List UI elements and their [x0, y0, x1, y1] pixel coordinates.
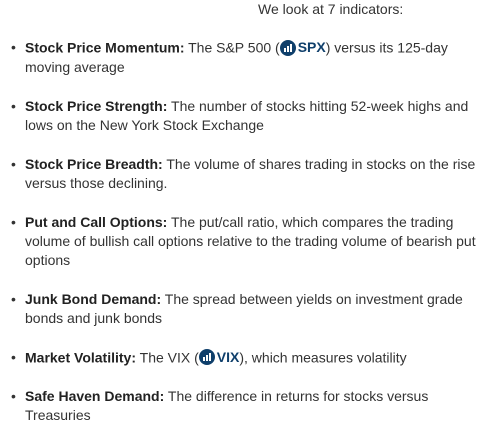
bullet: • [11, 388, 16, 404]
bullet: • [11, 155, 16, 172]
bullet: • [11, 97, 16, 114]
indicator-term: Junk Bond Demand: [25, 290, 162, 307]
indicator-description: The spread between yields on investment … [25, 290, 463, 326]
list-item-put-and-call-options: • Put and Call Options: The put/call rat… [0, 213, 485, 270]
indicators-intro: We look at 7 indicators: [258, 1, 404, 17]
indicator-term: Put and Call Options: [25, 213, 168, 230]
indicator-description: ), which measures volatility [239, 349, 407, 365]
ticker-symbol[interactable]: SPX [297, 39, 326, 55]
list-item-safe-haven-demand: • Safe Haven Demand: The difference in r… [0, 387, 485, 425]
indicator-list: • Stock Price Momentum: The S&P 500 ( SPX… [0, 38, 485, 445]
list-item-market-volatility: • Market Volatility: The VIX ( VIX), whic… [0, 348, 485, 368]
bar-chart-circle-icon [279, 39, 296, 56]
ticker-symbol[interactable]: VIX [216, 348, 240, 365]
indicator-description: The difference in returns for stocks ver… [25, 388, 429, 423]
indicator-description: ) versus its 125-day moving average [25, 39, 448, 75]
list-item-stock-price-momentum: • Stock Price Momentum: The S&P 500 ( SPX… [0, 38, 485, 77]
indicator-description: The number of stocks hitting 52-week hig… [25, 97, 469, 133]
bar-chart-circle-icon [198, 349, 215, 365]
indicator-term: Stock Price Strength: [25, 97, 168, 114]
indicator-description: The VIX ( [136, 349, 199, 365]
list-item-stock-price-breadth: • Stock Price Breadth: The volume of sha… [0, 155, 485, 193]
ticker-link-vix[interactable]: VIX [198, 348, 240, 367]
ticker-link-spx[interactable]: SPX [279, 38, 326, 57]
list-item-junk-bond-demand: • Junk Bond Demand: The spread between y… [0, 290, 485, 328]
bullet: • [11, 348, 16, 365]
indicator-term: Market Volatility: [25, 349, 136, 365]
indicator-description: The put/call ratio, which compares the t… [25, 213, 476, 268]
indicator-description: The S&P 500 ( [184, 39, 280, 56]
bullet: • [11, 39, 16, 55]
list-item-stock-price-strength: • Stock Price Strength: The number of st… [0, 97, 485, 135]
bullet: • [11, 213, 16, 230]
indicator-term: Stock Price Momentum: [25, 39, 185, 56]
indicator-description: The volume of shares trading in stocks o… [25, 155, 476, 191]
indicator-term: Safe Haven Demand: [25, 388, 165, 404]
bullet: • [11, 290, 16, 307]
indicator-term: Stock Price Breadth: [25, 155, 163, 172]
